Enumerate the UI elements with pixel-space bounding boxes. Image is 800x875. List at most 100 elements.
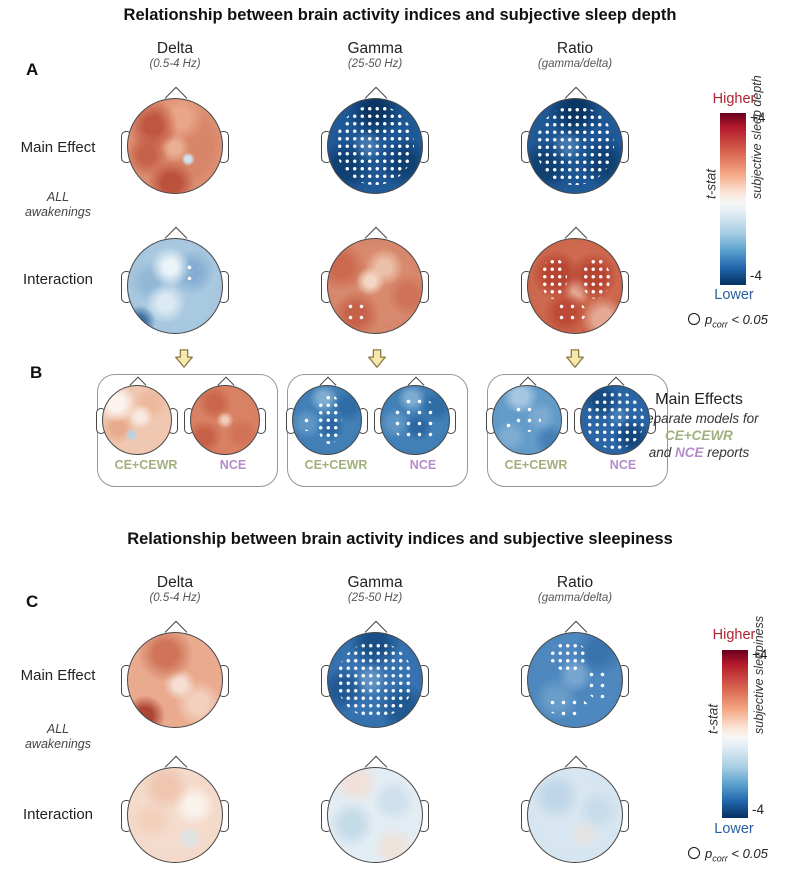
topomap-b-delta-ce	[96, 376, 178, 455]
down-arrow-icon	[566, 349, 584, 368]
column-header-gamma: Gamma	[347, 40, 403, 57]
topomap-b-ratio-ce	[486, 376, 568, 455]
topomap-c-main-delta	[121, 620, 229, 728]
column-header-ratio: Ratio	[556, 40, 594, 57]
scalp-color-field	[327, 767, 423, 863]
scalp-color-field	[527, 767, 623, 863]
scalp-color-field	[327, 98, 423, 194]
panel-b-note-line4: and NCE reports	[603, 445, 795, 460]
significant-electrode-cluster	[337, 642, 413, 718]
p-threshold: < 0.05	[731, 846, 768, 861]
panel-b-note-title: Main Effects	[655, 391, 743, 408]
topomap-c-interaction-delta	[121, 755, 229, 863]
scalp-color-field	[580, 385, 650, 455]
group-label-nce: NCE	[219, 458, 247, 472]
colorbar-lower-label-c: Lower	[714, 821, 754, 837]
p-symbol: p	[705, 846, 713, 861]
panel-label-c: C	[26, 592, 39, 611]
significant-electrode-cluster	[335, 104, 415, 186]
row-label-main-effect-c: Main Effect	[20, 667, 96, 684]
column-header-delta: Delta	[156, 40, 194, 57]
topomap-c-main-gamma	[321, 620, 429, 728]
topomap-a-main-ratio	[521, 86, 629, 194]
column-header-ratio-c: Ratio	[556, 574, 594, 591]
scalp-color-field	[527, 632, 623, 728]
cohort-note-line1: ALL	[46, 190, 70, 204]
panel-label-a: A	[26, 60, 39, 79]
p-subscript: corr	[712, 853, 728, 864]
topomap-a-main-gamma	[321, 86, 429, 194]
scalp-color-field	[127, 767, 223, 863]
note-nce: NCE	[674, 445, 704, 460]
p-threshold: < 0.05	[731, 312, 768, 327]
scalp-color-field	[190, 385, 260, 455]
p-subscript: corr	[712, 319, 728, 330]
column-band-delta-c: (0.5-4 Hz)	[149, 592, 201, 604]
down-arrow-icon	[368, 349, 386, 368]
scalp-color-field	[127, 238, 223, 334]
group-label-ce: CE+CEWR	[114, 458, 178, 472]
significant-electrode-cluster	[391, 395, 439, 444]
colorbar-max: +4	[750, 110, 766, 125]
scalp-color-field	[127, 98, 223, 194]
significance-legend-c: pcorr < 0.05	[688, 846, 768, 864]
topomap-a-main-delta	[121, 86, 229, 194]
panel-b-note: Main Effects separate models for CE+CEWR…	[603, 391, 795, 460]
scalp-color-field	[380, 385, 450, 455]
section-title-sleepiness: Relationship between brain activity indi…	[127, 530, 673, 548]
column-band-delta: (0.5-4 Hz)	[149, 58, 201, 70]
scalp-color-field	[527, 238, 623, 334]
significant-electrode-cluster	[581, 257, 610, 300]
note-and: and	[648, 445, 675, 460]
column-band-ratio: (gamma/delta)	[537, 58, 613, 70]
significant-electrode-cluster	[536, 105, 614, 185]
group-label-nce: NCE	[409, 458, 437, 472]
scalp-color-field	[292, 385, 362, 455]
cohort-note-line2: awakenings	[24, 205, 91, 219]
colorbar-max-c: +4	[752, 647, 768, 662]
significant-electrode-cluster	[502, 420, 511, 430]
topomap-b-delta-nce	[184, 376, 266, 455]
scalp-color-field	[127, 632, 223, 728]
colorbar-lower-label: Lower	[714, 287, 754, 303]
significant-electrode-cluster	[586, 391, 644, 449]
column-header-gamma-c: Gamma	[347, 574, 403, 591]
panel-b-note-ce: CE+CEWR	[665, 428, 733, 443]
topomap-b-ratio-nce	[574, 376, 656, 455]
cohort-note-line1: ALL	[46, 722, 70, 736]
significance-legend-a: pcorr < 0.05	[688, 312, 768, 330]
topomap-b-gamma-ce	[286, 376, 368, 455]
significant-electrode-cluster	[513, 403, 541, 433]
cohort-note-line2: awakenings	[24, 737, 91, 751]
significant-electrode-cluster	[184, 261, 201, 285]
scalp-color-field	[527, 98, 623, 194]
panel-label-b: B	[30, 363, 43, 382]
colorbar-higher-label: Higher	[712, 91, 756, 107]
significant-electrode-cluster	[301, 414, 314, 431]
row-label-interaction-a: Interaction	[22, 271, 94, 288]
scalp-color-field	[327, 238, 423, 334]
section-title-sleep-depth: Relationship between brain activity indi…	[123, 6, 677, 24]
significant-electrode-cluster	[546, 696, 589, 716]
panel-b-note-line2: separate models for	[639, 411, 759, 426]
column-band-gamma: (25-50 Hz)	[347, 58, 403, 70]
significant-electrode-cluster	[344, 301, 368, 324]
column-header-delta-c: Delta	[156, 574, 194, 591]
topomap-c-interaction-gamma	[321, 755, 429, 863]
significant-electrode-cluster	[541, 257, 568, 300]
p-symbol: p	[705, 312, 713, 327]
group-label-ce: CE+CEWR	[304, 458, 368, 472]
scalp-color-field	[327, 632, 423, 728]
topomap-a-interaction-delta	[121, 226, 229, 334]
colorbar-sleep-depth	[720, 113, 746, 285]
cohort-note-c: ALL awakenings	[2, 722, 114, 752]
significant-electrode-cluster	[556, 301, 587, 324]
row-label-interaction-c: Interaction	[22, 806, 94, 823]
scalp-color-field	[102, 385, 172, 455]
colorbar-higher-label-c: Higher	[712, 627, 756, 643]
topomap-c-main-ratio	[521, 620, 629, 728]
topomap-a-interaction-ratio	[521, 226, 629, 334]
colorbar-min-c: -4	[752, 802, 765, 817]
topomap-c-interaction-ratio	[521, 755, 629, 863]
